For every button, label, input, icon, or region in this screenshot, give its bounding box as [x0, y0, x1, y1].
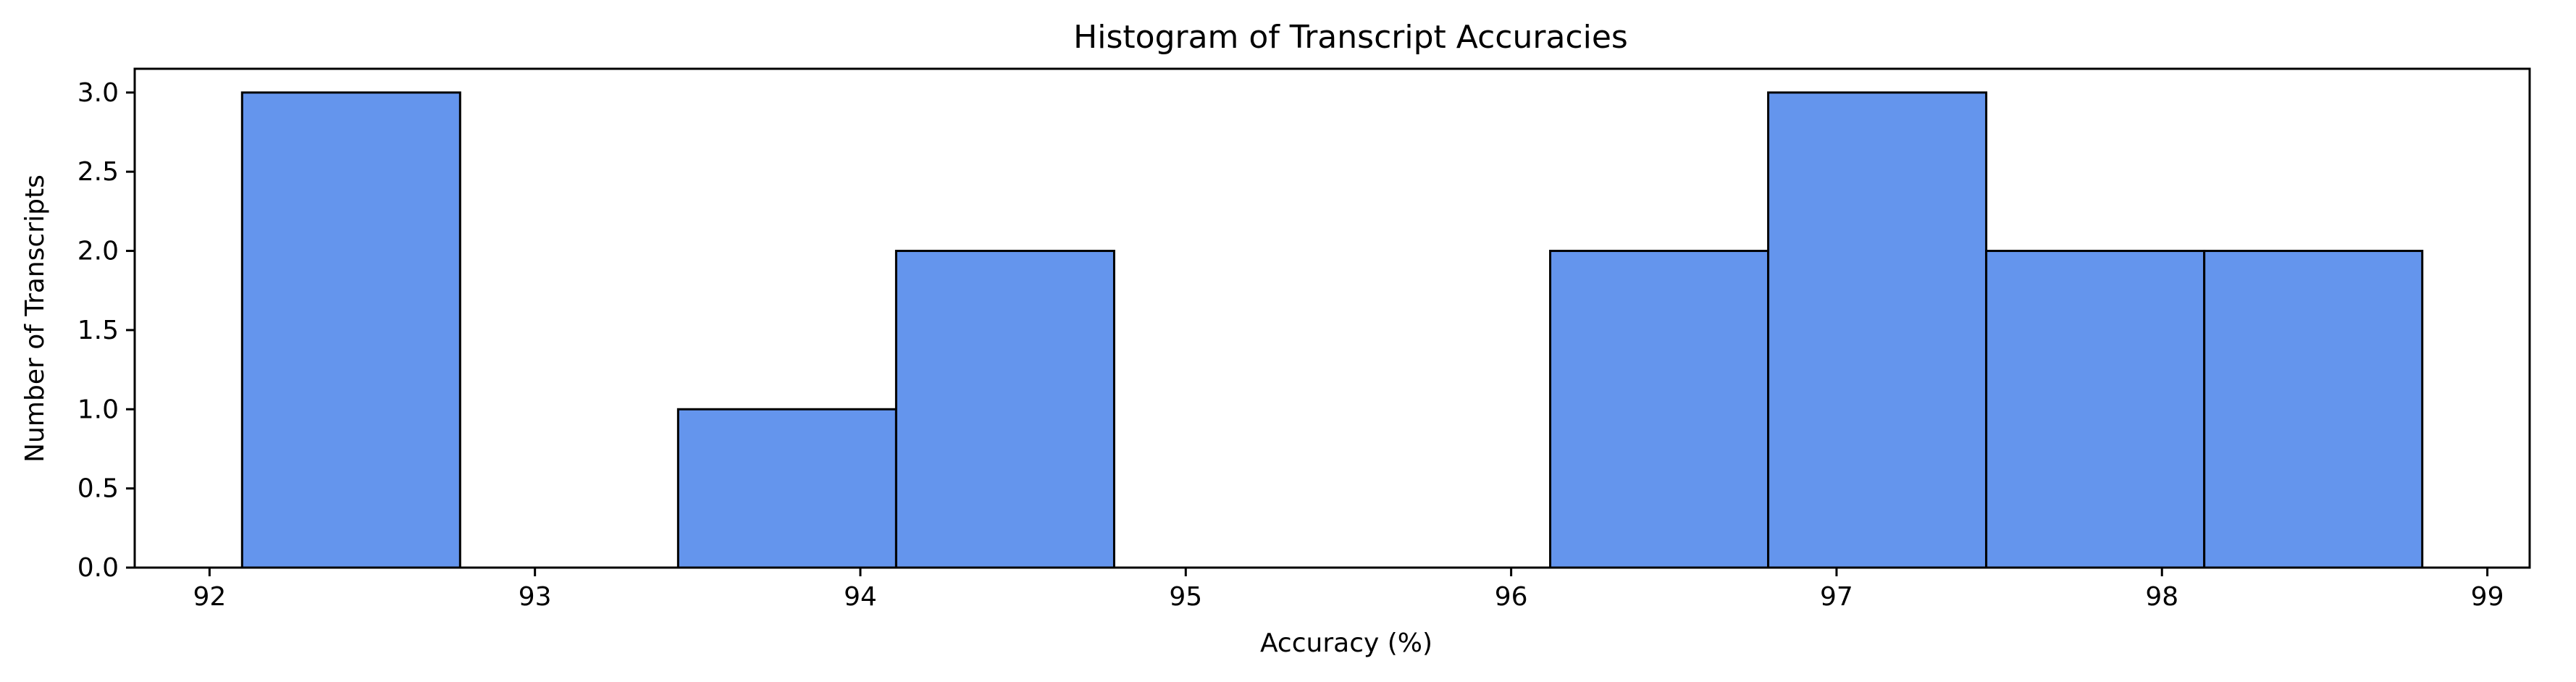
y-axis-title: Number of Transcripts: [20, 174, 50, 463]
histogram-bar-8: [1985, 250, 2206, 569]
y-tick-label: 3.0: [77, 78, 119, 108]
x-axis-title: Accuracy (%): [1260, 628, 1432, 658]
y-tick-label: 1.0: [77, 395, 119, 424]
x-tick-label: 95: [1169, 582, 1202, 612]
histogram-bar-0: [240, 91, 461, 569]
y-axis-ticks: 0.0 0.5 1.0 1.5 2.0 2.5 3.0: [77, 78, 135, 583]
histogram-bar-7: [1767, 91, 1988, 569]
histogram-bar-9: [2203, 250, 2424, 569]
y-tick-label: 1.5: [77, 316, 119, 345]
y-tick-label: 2.5: [77, 157, 119, 187]
x-tick-label: 99: [2471, 582, 2504, 612]
x-tick-label: 97: [1820, 582, 1853, 612]
x-tick-label: 94: [844, 582, 877, 612]
bars-group: [240, 91, 2424, 569]
chart-title: Histogram of Transcript Accuracies: [1073, 19, 1628, 56]
histogram-bar-3: [894, 250, 1115, 569]
histogram-bar-6: [1549, 250, 1770, 569]
x-tick-label: 98: [2145, 582, 2178, 612]
plot-frame: [133, 67, 2531, 569]
histogram-bar-2: [676, 408, 897, 569]
y-tick-label: 2.0: [77, 237, 119, 266]
x-tick-label: 92: [193, 582, 226, 612]
y-tick-label: 0.5: [77, 474, 119, 504]
x-axis-ticks: 92 93 94 95 96 97 98 99: [193, 568, 2504, 612]
x-tick-label: 93: [519, 582, 552, 612]
x-tick-label: 96: [1495, 582, 1528, 612]
y-tick-label: 0.0: [77, 553, 119, 583]
